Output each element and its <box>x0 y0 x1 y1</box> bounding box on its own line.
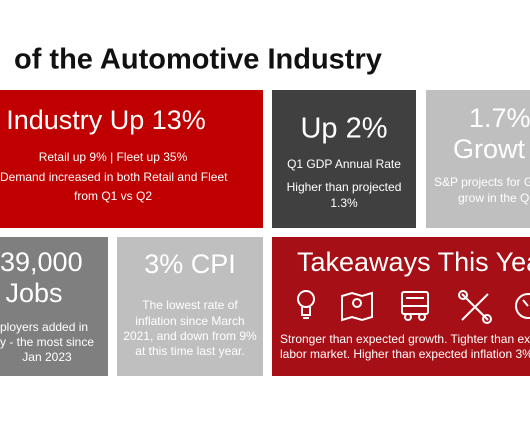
tile-text: Demand increased in both Retail and Flee… <box>0 170 228 184</box>
tile <box>272 90 416 228</box>
tile <box>117 237 263 376</box>
tile-text: 2021, and down from 9% <box>123 329 257 343</box>
gauge-icon <box>515 293 530 319</box>
icon-row <box>297 290 530 324</box>
tile-text: The lowest rate of <box>142 298 238 312</box>
tile-text: from Q1 vs Q2 <box>74 189 152 203</box>
tile-text: grow in the Q <box>458 191 529 205</box>
map-icon <box>341 291 373 322</box>
tile-heading: Up 2% <box>300 113 387 145</box>
tools-icon <box>458 290 492 324</box>
tile-text: Q1 GDP Annual Rate <box>287 157 401 171</box>
tile-heading: 3% CPI <box>144 249 236 279</box>
tile-text: labor market. Higher than expected infla… <box>280 347 530 361</box>
tile <box>0 90 263 228</box>
tile-text: ployers added in <box>0 320 88 334</box>
tile-text: 1.3% <box>330 196 358 210</box>
truck-icon <box>401 291 429 321</box>
tile-heading: Jobs <box>5 278 62 308</box>
tile-text: y - the most since <box>0 335 94 349</box>
tile <box>0 237 108 376</box>
tile-text: Higher than projected <box>287 180 402 194</box>
tile-heading: 39,000 <box>0 247 83 277</box>
tile <box>426 90 530 228</box>
tile-text: Stronger than expected growth. Tighter t… <box>280 332 530 346</box>
tile-heading: Growt <box>453 134 526 164</box>
bulb-icon <box>297 290 315 319</box>
tile-text: Retail up 9% | Fleet up 35% <box>39 150 188 164</box>
tile-heading: Industry Up 13% <box>6 105 206 135</box>
page-title: of the Automotive Industry <box>14 44 382 76</box>
tile-text: at this time last year. <box>135 344 244 358</box>
tile-text: inflation since March <box>135 314 244 328</box>
tile-text: Jan 2023 <box>22 350 72 364</box>
tile-heading: Takeaways This Yea <box>297 247 530 277</box>
tile-heading: 1.7% <box>469 103 530 133</box>
tile-text: S&P projects for G <box>434 175 530 189</box>
